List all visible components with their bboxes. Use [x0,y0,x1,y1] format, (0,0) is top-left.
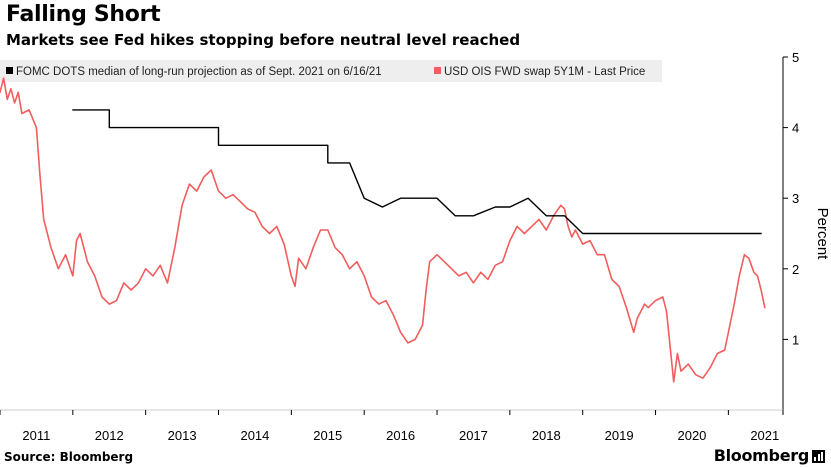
bloomberg-icon [812,450,825,463]
brand-logo: Bloomberg [713,446,810,465]
x-tick-label: 2017 [459,428,488,443]
chart-subtitle: Markets see Fed hikes stopping before ne… [6,31,521,49]
x-tick-label: 2021 [750,428,779,443]
y-tick-label: 2 [792,262,799,277]
y-tick-label: 4 [792,121,799,136]
y-axis-label: Percent [814,208,831,261]
legend-background [0,60,662,82]
x-tick-label: 2019 [605,428,634,443]
x-tick-label: 2015 [313,428,342,443]
x-tick-label: 2012 [95,428,124,443]
legend-label-swap: USD OIS FWD swap 5Y1M - Last Price [444,66,645,78]
legend-label-fomc: FOMC DOTS median of long-run projection … [16,66,382,78]
x-tick-label: 2016 [386,428,415,443]
legend-swatch-swap [434,67,441,74]
series-line-swap [0,77,766,383]
x-tick-label: 2014 [240,428,269,443]
legend: FOMC DOTS median of long-run projection … [0,60,662,82]
x-tick-label: 2018 [532,428,561,443]
x-tick-label: 2013 [168,428,197,443]
x-tick-label: 2011 [22,428,50,443]
chart-title: Falling Short [6,2,161,27]
x-tick-label: 2020 [677,428,706,443]
series-line-fomc [72,109,762,235]
y-tick-label: 1 [792,332,799,347]
y-tick-label: 5 [792,50,799,65]
y-tick-label: 3 [792,191,799,206]
legend-swatch-fomc [6,67,13,74]
source-note: Source: Bloomberg [4,450,134,464]
